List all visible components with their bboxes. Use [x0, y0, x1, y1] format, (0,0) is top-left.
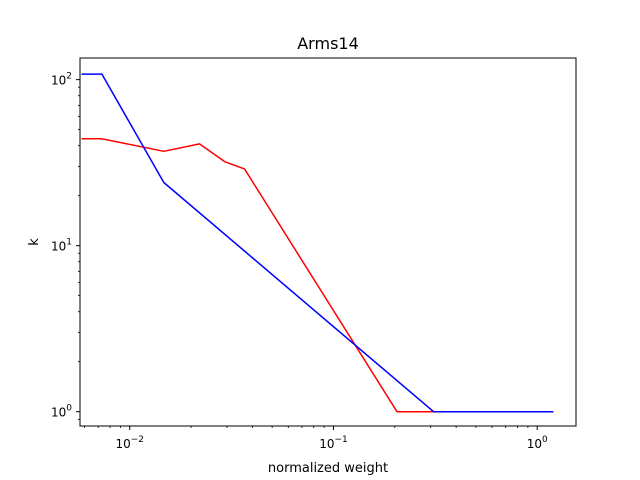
- y-tick-label: 100: [51, 404, 72, 420]
- plot-frame: [79, 57, 577, 427]
- x-tick-label: 10−2: [115, 435, 144, 451]
- series-layer: [81, 73, 554, 413]
- y-axis-label: k: [27, 238, 42, 246]
- y-tick-label-exp: 2: [66, 72, 72, 82]
- y-tick-label-base: 10: [51, 74, 66, 88]
- series-line-2: [81, 73, 554, 413]
- y-tick-label-base: 10: [51, 406, 66, 420]
- x-tick-label-base: 10: [115, 437, 130, 451]
- x-tick-label: 10−1: [319, 435, 348, 451]
- x-tick-label: 100: [527, 435, 548, 451]
- y-tick-label-exp: 1: [66, 238, 72, 248]
- y-tick-label: 101: [51, 238, 72, 254]
- x-tick-label-exp: −2: [131, 435, 144, 445]
- y-tick-label: 102: [51, 72, 72, 88]
- x-tick-label-base: 10: [527, 437, 542, 451]
- chart-title: Arms14: [297, 34, 359, 53]
- y-tick-label-exp: 0: [66, 404, 72, 414]
- x-axis-label: normalized weight: [268, 461, 388, 476]
- x-tick-label-exp: 0: [542, 435, 548, 445]
- x-tick-label-exp: −1: [334, 435, 347, 445]
- x-tick-label-base: 10: [319, 437, 334, 451]
- y-tick-label-base: 10: [51, 240, 66, 254]
